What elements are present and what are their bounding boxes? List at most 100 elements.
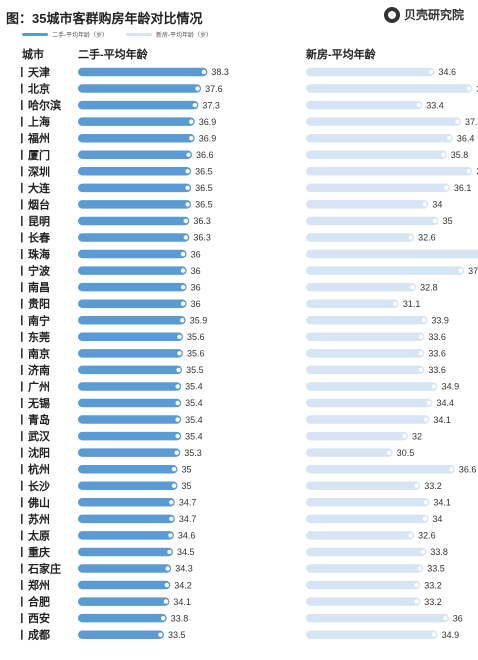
value-label-new-home: 35.8 (451, 150, 469, 160)
value-label-new-home: 31.1 (403, 299, 421, 309)
bar-end-dot (455, 119, 460, 124)
value-label-new-home: 30.5 (397, 448, 415, 458)
city-label: 北京 (28, 82, 50, 96)
value-label-new-home: 33.2 (424, 481, 442, 491)
bar-new-home (306, 167, 473, 176)
bar-second-hand (78, 183, 192, 193)
bar-end-dot (174, 450, 179, 455)
bar-second-hand (78, 216, 190, 226)
value-label-new-home: 37.2 (465, 117, 478, 127)
bar-end-dot (177, 351, 182, 356)
value-label-new-home: 33.6 (428, 349, 446, 359)
city-label: 广州 (28, 379, 50, 393)
city-marker (21, 480, 23, 491)
value-label-new-home: 38.3 (476, 167, 478, 177)
bar-end-dot (447, 136, 452, 141)
brand-logo: 贝壳研究院 (383, 6, 464, 23)
value-label-new-home: 36.6 (459, 464, 477, 474)
bar-end-dot (402, 433, 407, 439)
bar-end-dot (179, 318, 185, 323)
value-label-second-hand: 36.9 (199, 133, 217, 143)
city-marker (21, 166, 23, 177)
value-label-second-hand: 36 (191, 282, 201, 292)
city-label: 太原 (27, 528, 50, 542)
bar-new-home (306, 580, 421, 590)
city-label: 南昌 (28, 280, 50, 294)
bar-new-home (306, 431, 408, 441)
city-label: 福州 (27, 131, 50, 145)
value-label-second-hand: 36.5 (195, 167, 213, 177)
bar-end-dot (175, 417, 180, 422)
value-label-new-home: 36.4 (457, 133, 475, 143)
bar-second-hand (78, 415, 182, 424)
value-label-second-hand: 33.5 (168, 630, 186, 640)
bar-end-dot (426, 400, 432, 406)
value-label-new-home: 33.4 (426, 100, 444, 110)
value-label-new-home: 37.5 (468, 266, 478, 276)
bar-new-home (306, 84, 473, 93)
bar-second-hand (78, 498, 175, 507)
bar-end-dot (185, 169, 190, 174)
bar-second-hand (78, 332, 183, 342)
bar-end-dot (167, 549, 172, 555)
bar-end-dot (421, 318, 427, 323)
bar-second-hand (78, 365, 183, 375)
bar-new-home (306, 299, 399, 308)
city-marker (21, 282, 23, 293)
bar-end-dot (175, 433, 180, 439)
bar-second-hand (78, 448, 181, 457)
bar-end-dot (180, 301, 186, 306)
bar-end-dot (183, 235, 189, 240)
bar-end-dot (175, 384, 180, 389)
city-marker (21, 596, 23, 607)
bar-second-hand (78, 249, 187, 259)
city-label: 合肥 (28, 595, 50, 609)
bar-end-dot (171, 483, 177, 488)
bar-new-home (306, 531, 415, 540)
bar-end-dot (441, 152, 446, 157)
bar-new-home (306, 564, 424, 573)
value-label-second-hand: 36.5 (195, 200, 213, 210)
city-marker (21, 83, 23, 94)
bar-second-hand (78, 200, 192, 209)
bar-end-dot (444, 185, 449, 191)
city-label: 天津 (28, 65, 50, 79)
bar-end-dot (393, 301, 398, 306)
chart-title: 图：35城市客群购房年龄对比情况 (6, 11, 203, 26)
value-label-second-hand: 33.8 (171, 613, 189, 623)
bar-end-dot (422, 516, 428, 522)
bar-end-dot (466, 86, 471, 91)
bar-new-home (306, 150, 447, 159)
header-city: 城市 (22, 49, 44, 61)
bar-end-dot (163, 599, 169, 604)
value-label-second-hand: 36.5 (195, 183, 213, 193)
bar-second-hand (78, 531, 174, 540)
city-marker (21, 629, 23, 640)
value-label-second-hand: 34.2 (174, 580, 192, 590)
value-label-second-hand: 35.6 (187, 349, 205, 359)
bar-second-hand (78, 316, 186, 325)
city-marker (21, 116, 23, 127)
city-marker (21, 100, 23, 111)
value-label-new-home: 34 (432, 200, 442, 210)
city-label: 无锡 (27, 396, 50, 410)
bar-end-dot (175, 400, 180, 406)
value-label-new-home: 33.5 (427, 564, 445, 574)
city-label: 武汉 (28, 429, 51, 443)
city-marker (21, 414, 23, 425)
bar-second-hand (78, 431, 182, 441)
city-marker (21, 149, 23, 160)
city-marker (21, 447, 23, 458)
city-label: 郑州 (28, 578, 50, 592)
bar-second-hand (78, 266, 187, 275)
value-label-new-home: 33.6 (428, 332, 446, 342)
city-label: 石家庄 (27, 562, 61, 576)
bar-new-home (306, 597, 421, 606)
bar-end-dot (189, 119, 194, 124)
bar-end-dot (168, 533, 173, 538)
city-label: 大连 (28, 181, 51, 195)
value-label-new-home: 38.3 (476, 84, 478, 94)
bar-new-home (306, 216, 439, 226)
value-label-second-hand: 36 (191, 249, 201, 259)
